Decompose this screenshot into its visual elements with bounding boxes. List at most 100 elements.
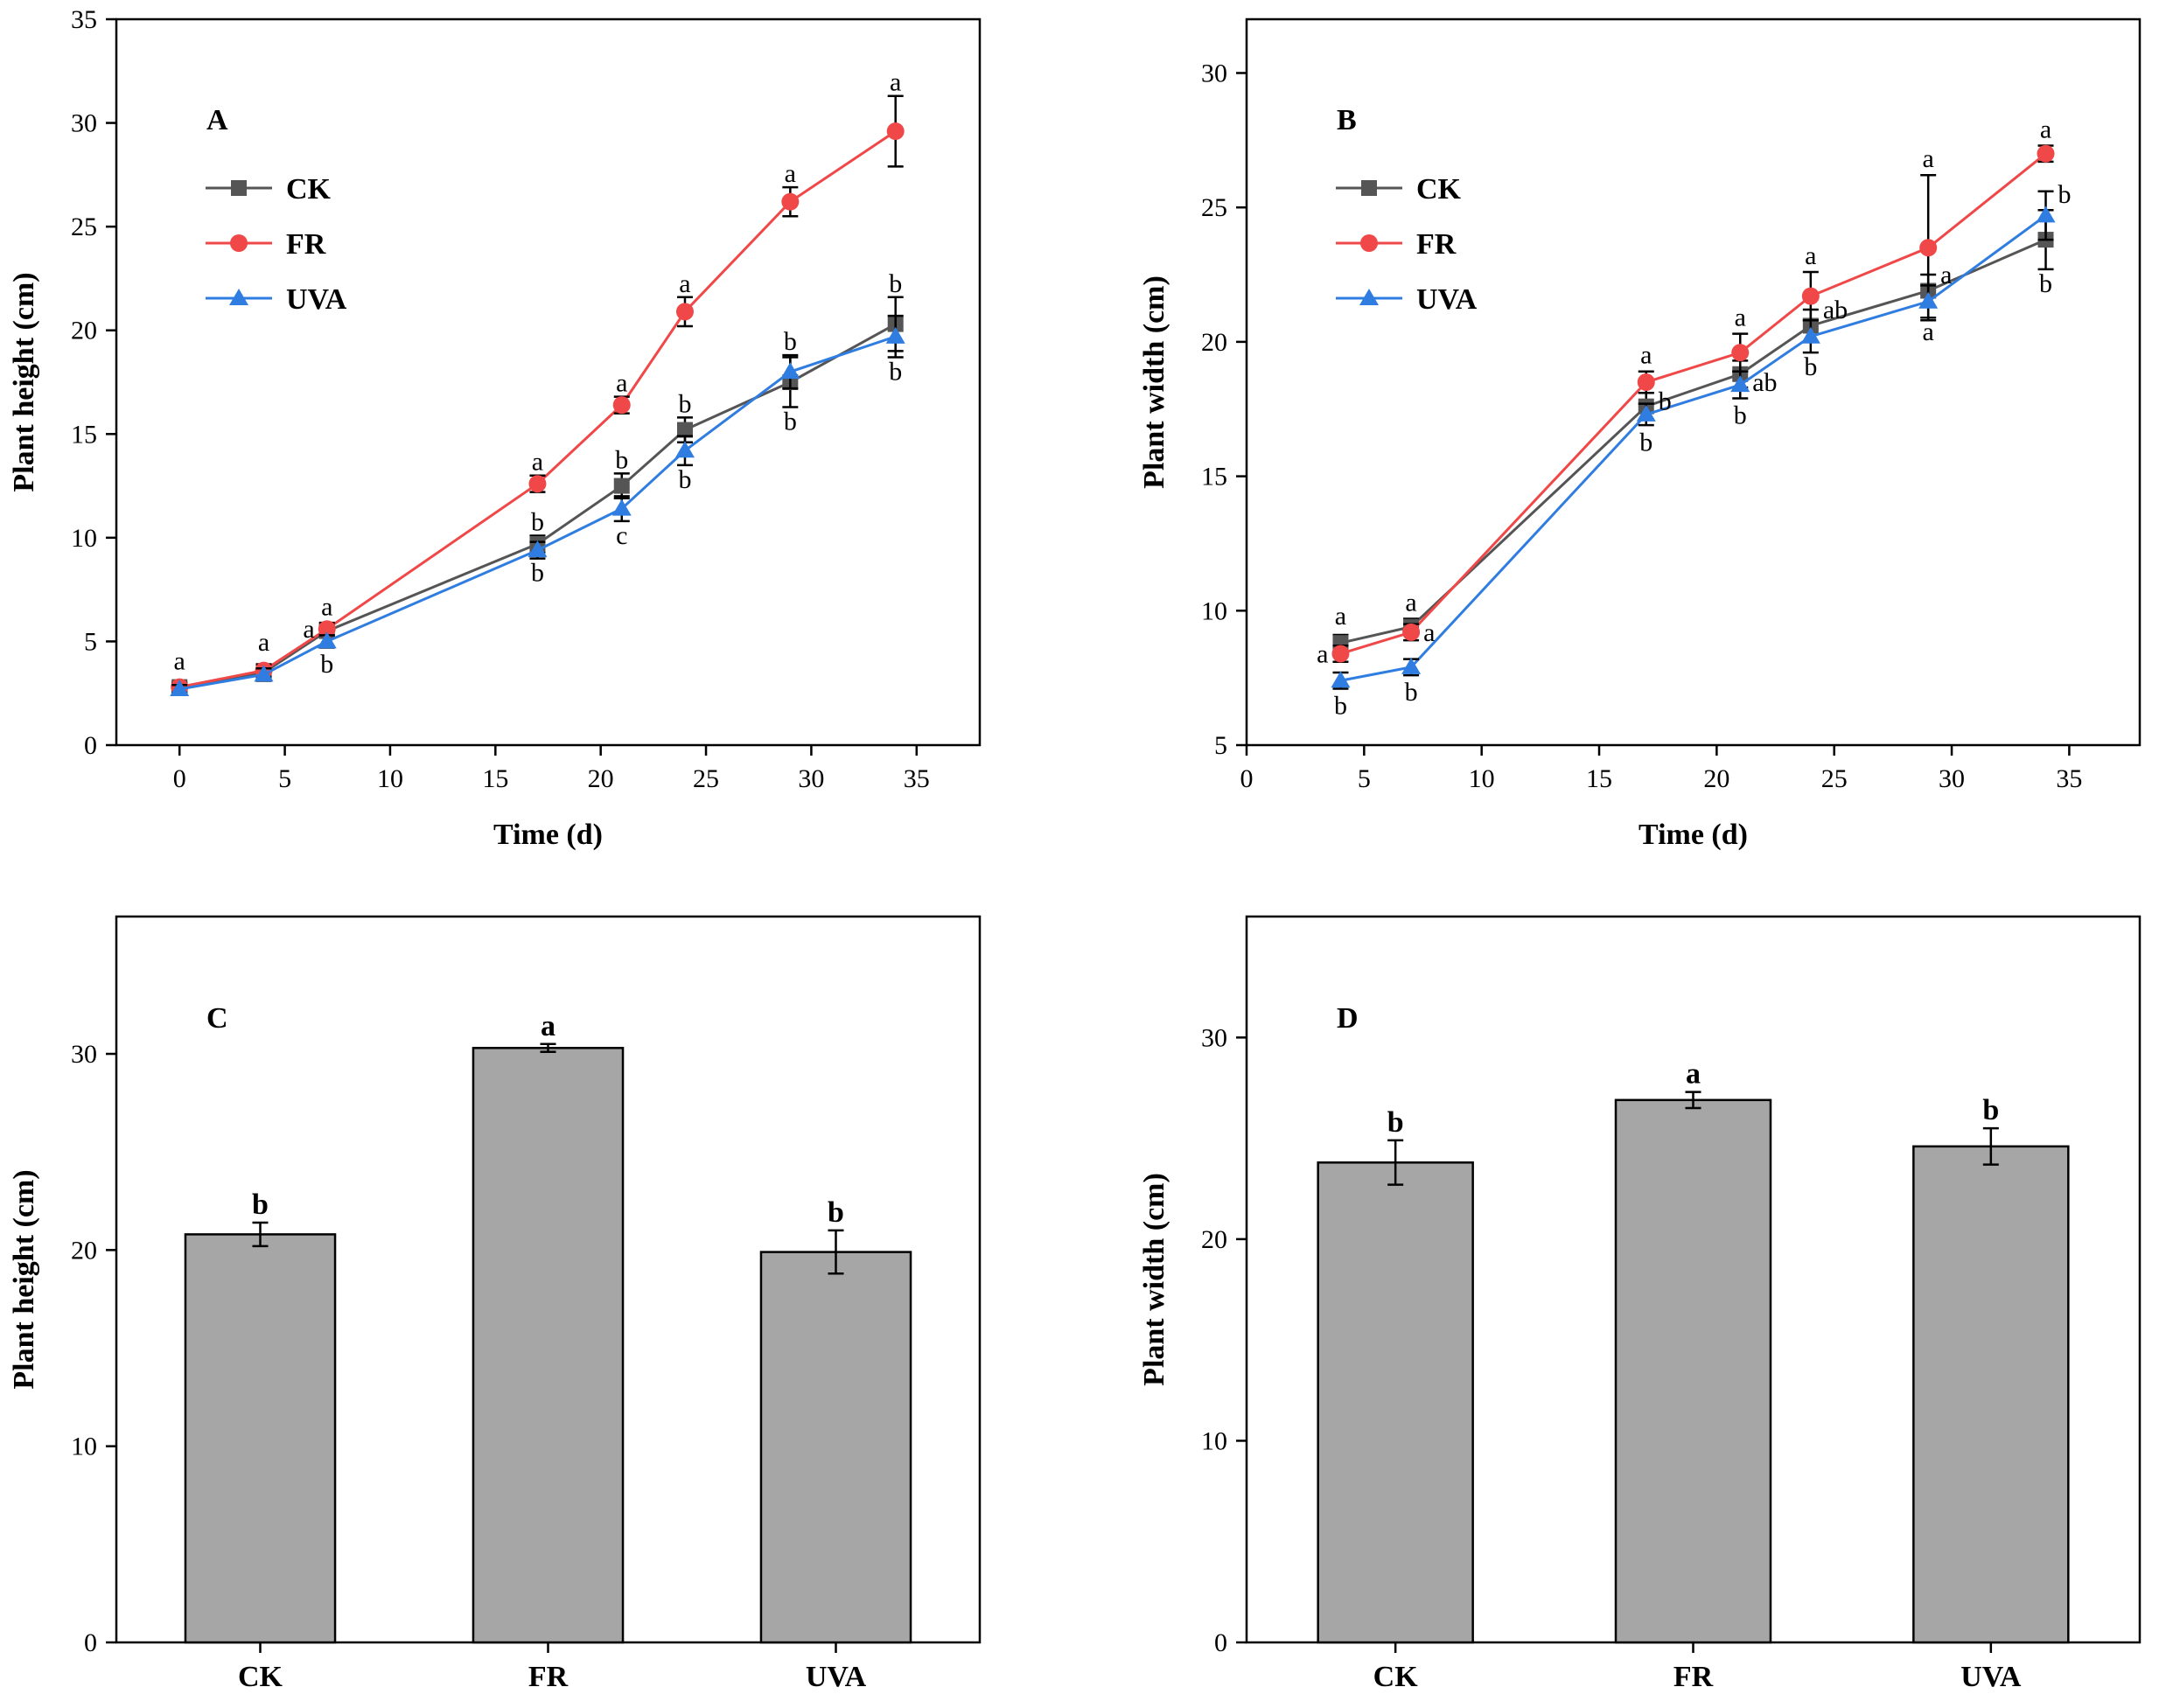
panel-label: D xyxy=(1337,1002,1359,1035)
data-point xyxy=(1919,239,1938,257)
x-tick-label: 15 xyxy=(482,764,508,793)
y-axis-title: Plant width (cm) xyxy=(1138,275,1170,489)
data-point xyxy=(1800,326,1820,344)
y-tick-label: 0 xyxy=(1214,1628,1227,1657)
significance-label: b xyxy=(1804,352,1817,381)
significance-label: a xyxy=(1317,639,1328,668)
panel-A: 0 5 10 15 20 25 30 35 Plant height (cm) 0 5 10 15 20 2… xyxy=(8,5,982,851)
series-uva xyxy=(170,314,905,696)
legend-label: UVA xyxy=(286,283,347,316)
y-axis-title: Plant width (cm) xyxy=(1138,1173,1170,1386)
significance-label: a xyxy=(1940,261,1952,289)
y-tick-label: 25 xyxy=(71,213,97,241)
significance-label: a xyxy=(1923,144,1934,173)
significance-label: a xyxy=(1923,317,1934,346)
significance-label: b xyxy=(2058,180,2072,209)
data-point xyxy=(885,326,905,344)
data-point xyxy=(254,665,274,682)
significance-label: b xyxy=(784,327,797,356)
significance-label: a xyxy=(1335,602,1346,631)
x-tick-label: 5 xyxy=(278,764,291,793)
x-tick-label: 20 xyxy=(588,764,614,793)
bar-uva xyxy=(1912,1145,2070,1644)
significance-label: b xyxy=(678,465,691,494)
significance-label: b xyxy=(1405,678,1418,707)
x-tick-label: 35 xyxy=(904,764,930,793)
bar-fr xyxy=(472,1047,625,1644)
significance-label: b xyxy=(1334,692,1347,721)
x-tick-label: 25 xyxy=(693,764,719,793)
data-point xyxy=(1918,291,1939,309)
significance-label: b xyxy=(252,1189,269,1221)
significance-label: b xyxy=(1734,401,1747,430)
data-point xyxy=(611,498,632,516)
data-point xyxy=(781,192,800,211)
data-point xyxy=(1636,404,1656,422)
plot-frame xyxy=(115,17,982,747)
significance-label: ab xyxy=(1752,368,1777,397)
category-label: FR xyxy=(1673,1661,1714,1693)
legend: CK FR UVA xyxy=(1336,173,1478,316)
y-tick-label: 5 xyxy=(84,627,97,656)
y-tick-label: 0 xyxy=(84,1628,97,1657)
data-point xyxy=(1801,287,1820,305)
significance-label: a xyxy=(679,269,690,298)
series-ck xyxy=(171,296,904,695)
significance-label: b xyxy=(615,445,628,474)
data-point xyxy=(675,303,694,321)
y-tick-label: 25 xyxy=(1201,193,1227,222)
legend-marker xyxy=(1359,289,1379,305)
category-label: UVA xyxy=(1960,1661,2022,1693)
data-point xyxy=(317,631,337,649)
y-tick-label: 0 xyxy=(84,731,97,760)
data-point xyxy=(1731,344,1750,362)
x-tick-label: 20 xyxy=(1703,764,1729,793)
significance-label: a xyxy=(2040,115,2051,143)
significance-label: b xyxy=(1639,428,1652,457)
y-tick-label: 20 xyxy=(1201,328,1227,357)
y-tick-label: 35 xyxy=(71,5,97,34)
x-tick-label: 25 xyxy=(1821,764,1848,793)
x-tick-label: 30 xyxy=(798,764,824,793)
legend: CK FR UVA xyxy=(206,173,347,316)
significance-label: a xyxy=(321,593,332,622)
significance-label: a xyxy=(1405,588,1416,617)
y-tick-label: 15 xyxy=(1201,463,1227,491)
y-axis-title: Plant height (cm) xyxy=(8,272,40,491)
legend-label: FR xyxy=(1416,228,1457,261)
legend-label: FR xyxy=(286,228,326,261)
y-tick-label: 30 xyxy=(1201,59,1227,87)
series-line xyxy=(178,129,897,689)
significance-label: a xyxy=(541,1010,555,1042)
significance-label: a xyxy=(258,628,269,657)
y-axis-title: Plant height (cm) xyxy=(8,1169,40,1389)
significance-label: a xyxy=(890,68,901,97)
y-tick-label: 15 xyxy=(71,420,97,449)
significance-label: a xyxy=(174,646,185,675)
significance-label: a xyxy=(1686,1058,1701,1091)
significance-label: b xyxy=(531,507,544,536)
series-uva xyxy=(1331,190,2056,690)
bar-uva xyxy=(759,1251,912,1644)
legend-label: CK xyxy=(1416,173,1462,206)
significance-label: b xyxy=(1387,1106,1404,1139)
significance-label: a xyxy=(785,159,796,188)
x-tick-label: 0 xyxy=(173,764,186,793)
panel-label: A xyxy=(206,104,228,136)
legend-marker xyxy=(1361,180,1377,196)
data-point xyxy=(170,679,190,696)
x-axis-title: Time (d) xyxy=(493,819,603,851)
significance-label: a xyxy=(1735,303,1746,332)
bar-ck xyxy=(1317,1161,1474,1644)
y-tick-label: 30 xyxy=(71,1040,97,1069)
legend-marker xyxy=(229,289,248,305)
data-point xyxy=(318,620,336,638)
significance-label: b xyxy=(2039,269,2052,298)
x-axis-title: Time (d) xyxy=(1638,819,1748,851)
data-point xyxy=(1331,671,1351,688)
plot-frame xyxy=(1245,17,2142,747)
y-tick-label: 30 xyxy=(1201,1023,1227,1052)
series-fr xyxy=(171,94,905,696)
